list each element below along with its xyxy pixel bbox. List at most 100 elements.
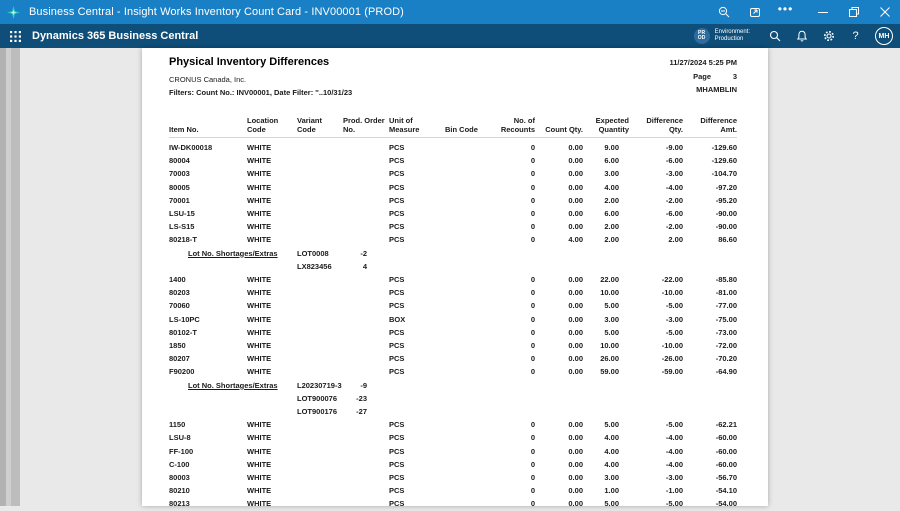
cell-variant-code [297, 458, 343, 471]
cell-expected-quantity: 10.00 [583, 286, 629, 299]
cell-item-no: 1150 [169, 418, 247, 431]
cell-lot-no: LOT900076 [297, 392, 343, 405]
cell-lot-filler [389, 379, 737, 392]
cell-unit-of-measure: PCS [389, 273, 445, 286]
cell-bin-code [445, 445, 491, 458]
cell-item-no: 80213 [169, 497, 247, 510]
search-icon[interactable] [761, 30, 788, 42]
cell-item-no: 80005 [169, 181, 247, 194]
minimize-icon[interactable] [807, 0, 838, 24]
vertical-scrollbar[interactable] [0, 48, 20, 506]
cell-difference-amt: -81.00 [683, 286, 737, 299]
app-header-bar: Dynamics 365 Business Central PR OD Envi… [0, 24, 900, 48]
report-user: MHAMBLIN [669, 83, 737, 97]
cell-item-no: 1850 [169, 339, 247, 352]
cell-location-code: WHITE [247, 484, 297, 497]
cell-unit-of-measure: PCS [389, 286, 445, 299]
cell-prod-order-no [343, 207, 389, 220]
environment-badge[interactable]: PR OD [694, 28, 710, 44]
cell-difference-amt: -75.00 [683, 313, 737, 326]
cell-bin-code [445, 181, 491, 194]
app-launcher-icon[interactable] [0, 31, 30, 42]
cell-prod-order-no [343, 299, 389, 312]
cell-lot-no: L20230719-3 [297, 379, 343, 392]
restore-icon[interactable] [838, 0, 869, 24]
cell-prod-order-no [343, 138, 389, 155]
cell-variant-code [297, 431, 343, 444]
cell-no-of-recounts: 0 [491, 154, 535, 167]
cell-expected-quantity: 2.00 [583, 233, 629, 246]
cell-unit-of-measure: PCS [389, 326, 445, 339]
cell-prod-order-no [343, 352, 389, 365]
cell-difference-amt: -73.00 [683, 326, 737, 339]
popout-icon[interactable] [739, 0, 770, 24]
cell-expected-quantity: 3.00 [583, 167, 629, 180]
cell-unit-of-measure: PCS [389, 194, 445, 207]
environment-badge-line2: OD [698, 36, 706, 42]
help-icon[interactable]: ? [842, 30, 869, 42]
cell-lot-section-label [169, 260, 297, 273]
cell-difference-qty: -10.00 [629, 286, 683, 299]
cell-count-qty: 0.00 [535, 273, 583, 286]
cell-unit-of-measure: PCS [389, 299, 445, 312]
cell-no-of-recounts: 0 [491, 431, 535, 444]
cell-lot-qty: -27 [343, 405, 389, 418]
cell-no-of-recounts: 0 [491, 471, 535, 484]
cell-unit-of-measure: PCS [389, 471, 445, 484]
cell-location-code: WHITE [247, 339, 297, 352]
cell-item-no: FF-100 [169, 445, 247, 458]
cell-bin-code [445, 154, 491, 167]
cell-item-no: 80003 [169, 471, 247, 484]
cell-expected-quantity: 2.00 [583, 194, 629, 207]
cell-difference-qty: -4.00 [629, 458, 683, 471]
cell-count-qty: 0.00 [535, 326, 583, 339]
notifications-bell-icon[interactable] [788, 30, 815, 42]
scrollbar-thumb[interactable] [11, 48, 20, 506]
cell-count-qty: 0.00 [535, 299, 583, 312]
close-icon[interactable] [869, 0, 900, 24]
cell-bin-code [445, 326, 491, 339]
cell-location-code: WHITE [247, 313, 297, 326]
cell-lot-qty: 4 [343, 260, 389, 273]
cell-count-qty: 0.00 [535, 207, 583, 220]
user-avatar[interactable]: MH [875, 27, 893, 45]
cell-count-qty: 0.00 [535, 458, 583, 471]
cell-variant-code [297, 220, 343, 233]
cell-count-qty: 0.00 [535, 138, 583, 155]
cell-item-no: LSU-15 [169, 207, 247, 220]
cell-bin-code [445, 138, 491, 155]
cell-unit-of-measure: PCS [389, 365, 445, 378]
cell-expected-quantity: 26.00 [583, 352, 629, 365]
cell-difference-amt: -60.00 [683, 445, 737, 458]
cell-difference-amt: 86.60 [683, 233, 737, 246]
cell-difference-qty: -6.00 [629, 207, 683, 220]
cell-location-code: WHITE [247, 299, 297, 312]
zoom-out-icon[interactable] [708, 0, 739, 24]
cell-prod-order-no [343, 194, 389, 207]
cell-unit-of-measure: PCS [389, 497, 445, 510]
report-title: Physical Inventory Differences [169, 56, 352, 69]
cell-bin-code [445, 458, 491, 471]
cell-count-qty: 0.00 [535, 286, 583, 299]
cell-unit-of-measure: PCS [389, 418, 445, 431]
cell-bin-code [445, 484, 491, 497]
cell-no-of-recounts: 0 [491, 286, 535, 299]
window-titlebar: Business Central - Insight Works Invento… [0, 0, 900, 24]
report-preview-area: Physical Inventory Differences CRONUS Ca… [0, 48, 900, 506]
settings-gear-icon[interactable] [815, 30, 842, 42]
brand-title[interactable]: Dynamics 365 Business Central [32, 30, 198, 42]
cell-bin-code [445, 352, 491, 365]
cell-difference-amt: -129.60 [683, 138, 737, 155]
more-options-icon[interactable]: ••• [770, 0, 801, 24]
